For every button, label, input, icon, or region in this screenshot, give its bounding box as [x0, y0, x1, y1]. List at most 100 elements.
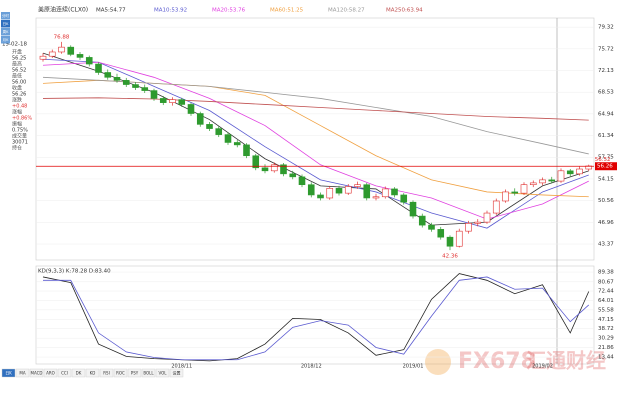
y-tick-label: 43.37 [598, 242, 614, 248]
candle-body [409, 201, 417, 217]
candle-body [187, 104, 195, 114]
candle-body [159, 98, 167, 103]
x-tick-label: 2018/11 [171, 364, 192, 370]
legend-entry: MA10:53.92 [154, 8, 187, 14]
candle-body [354, 184, 361, 187]
y-tick-label: 38.72 [598, 326, 614, 332]
info-value: 56.26 [12, 92, 26, 98]
candle-body [465, 223, 472, 232]
toolbar-tab[interactable] [113, 368, 128, 378]
candle-body [298, 176, 306, 185]
watermark: FX678 [458, 349, 536, 374]
toolbar-tab[interactable] [99, 368, 114, 378]
info-value: 30071 [12, 140, 28, 146]
y-tick-label: 21.86 [598, 345, 614, 351]
candle-body [141, 87, 149, 91]
candle-body [344, 186, 352, 194]
watermark-logo [425, 349, 451, 375]
candle-body [150, 90, 158, 99]
candle-body [400, 194, 408, 203]
candle-body [48, 51, 56, 57]
toolbar-tab[interactable] [169, 368, 184, 378]
toolbar-tab[interactable] [1, 368, 16, 378]
candle-body [289, 173, 297, 178]
candle-body [215, 128, 223, 135]
toolbar-tab[interactable] [155, 368, 170, 378]
toolbar-tab[interactable] [43, 368, 58, 378]
line [42, 97, 589, 121]
last-price-label: 56.26 [597, 164, 613, 170]
toolbar-label: KD [90, 371, 96, 376]
line [43, 276, 590, 361]
toolbar-tab[interactable] [71, 368, 86, 378]
candle-body [363, 184, 371, 199]
toolbar-tab[interactable] [141, 368, 156, 378]
toolbar-label: MA [19, 371, 25, 376]
info-label: 开盘 [12, 49, 22, 56]
candle-body [67, 46, 75, 55]
y-tick-label: 68.53 [598, 90, 614, 96]
sidebar-tab-label: 日K [3, 22, 9, 26]
chart-title: 美原油连续(CLX0) [38, 6, 88, 14]
toolbar-label: PSY [131, 371, 139, 376]
candle-body [113, 77, 121, 81]
watermark: 汇通财经 [526, 349, 606, 373]
line [42, 58, 589, 229]
info-value: 56.25 [12, 56, 26, 62]
candle-body [252, 155, 260, 169]
y-tick-label: 57.75 [598, 155, 614, 161]
y-tick-label: 50.56 [598, 198, 614, 204]
toolbar-tab[interactable] [57, 368, 72, 378]
sidebar-tab[interactable] [1, 36, 10, 44]
toolbar-label: 日K [5, 371, 12, 376]
sidebar-tab[interactable] [1, 12, 10, 20]
sidebar-tab-label: 分时 [2, 13, 9, 18]
candle-body [224, 134, 232, 143]
y-tick-label: 72.44 [598, 289, 614, 295]
candle-body [446, 236, 454, 247]
candle-body [243, 144, 250, 157]
sidebar-tab[interactable] [1, 20, 10, 28]
toolbar-label: RSI [103, 371, 110, 376]
candle-body [85, 57, 93, 65]
main-frame [35, 17, 595, 261]
y-tick-label: 55.58 [598, 307, 614, 313]
info-label: 涨幅 [12, 109, 22, 116]
info-label: 持仓 [12, 145, 22, 152]
legend-entry: MA60:51.25 [270, 8, 304, 14]
y-tick-label: 64.94 [598, 111, 614, 117]
y-tick-label: 13.44 [598, 355, 614, 361]
sidebar-tab[interactable] [1, 28, 10, 36]
candle-body [381, 188, 389, 198]
legend-entry: MA120:58.27 [328, 8, 365, 14]
candle-body [437, 229, 445, 238]
candle-body [539, 179, 546, 184]
y-tick-label: 46.96 [598, 220, 614, 226]
toolbar-tab[interactable] [15, 368, 30, 378]
y-tick-label: 89.38 [598, 270, 614, 276]
candle-body [132, 84, 139, 88]
candle-body [317, 194, 324, 199]
toolbar-label: DK [76, 371, 82, 376]
annotation: 56.52 [595, 157, 611, 163]
y-tick-label: 30.29 [598, 336, 614, 342]
candle-body [418, 215, 426, 226]
candle-body [270, 164, 278, 172]
candle-body [95, 63, 102, 73]
toolbar-tab[interactable] [29, 368, 44, 378]
toolbar-label: MACD [31, 371, 43, 376]
info-label: 涨跌 [12, 97, 22, 104]
sidebar-tab-label: 周K [3, 29, 9, 34]
candle-body [326, 188, 334, 199]
candle-body [529, 182, 537, 185]
candle-body [557, 170, 565, 182]
info-label: 收盘 [12, 85, 22, 92]
candle-body [280, 164, 287, 175]
candle-body [391, 188, 398, 196]
candle-body [474, 221, 482, 224]
info-value: +0.86% [12, 116, 32, 122]
toolbar-tab[interactable] [127, 368, 142, 378]
toolbar-tab[interactable] [85, 368, 100, 378]
candle-body [566, 170, 574, 175]
legend-entry: MA250:63.94 [386, 8, 423, 14]
